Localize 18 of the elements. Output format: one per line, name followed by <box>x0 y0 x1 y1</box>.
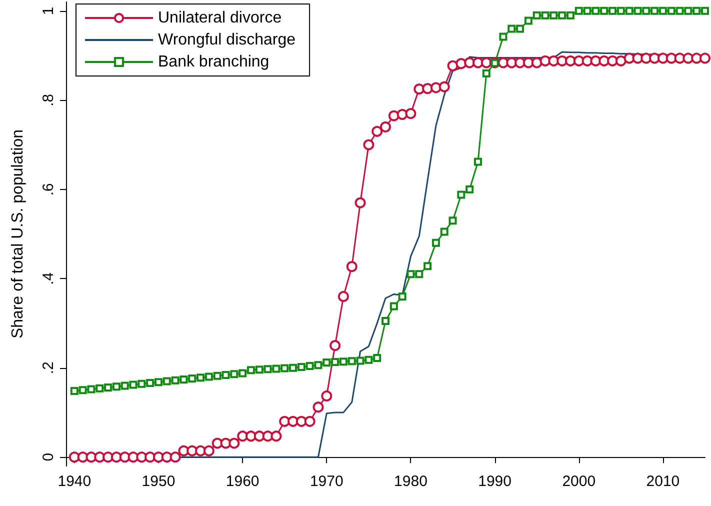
x-tick-label: 1970 <box>310 473 344 490</box>
x-tick-label: 1950 <box>142 473 176 490</box>
x-tick-label: 1980 <box>394 473 428 490</box>
x-tick-label: 2010 <box>646 473 680 490</box>
y-tick-label: 1 <box>40 6 57 16</box>
x-tick-label: 2000 <box>562 473 596 490</box>
legend-label: Wrongful discharge <box>158 32 296 48</box>
x-tick-label: 1990 <box>478 473 512 490</box>
legend-label: Unilateral divorce <box>158 10 282 26</box>
legend-label: Bank branching <box>158 54 270 70</box>
x-tick-label: 1960 <box>226 473 260 490</box>
y-tick-label: .4 <box>40 272 57 285</box>
y-tick-label: .2 <box>40 362 57 374</box>
x-tick-label: 1940 <box>58 473 92 490</box>
y-tick-label: 0 <box>40 452 57 462</box>
y-tick-label: .6 <box>40 183 57 196</box>
y-tick-label: .8 <box>40 94 57 106</box>
y-axis-title: Share of total U.S. population <box>10 129 26 339</box>
